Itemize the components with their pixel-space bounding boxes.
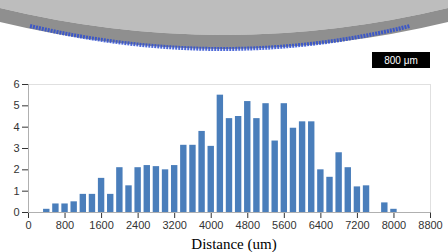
svg-text:4: 4: [13, 121, 19, 133]
svg-text:3200: 3200: [162, 219, 186, 231]
svg-text:5600: 5600: [272, 219, 296, 231]
svg-text:6: 6: [13, 78, 19, 90]
svg-text:0: 0: [25, 219, 31, 231]
svg-text:5: 5: [13, 99, 19, 111]
html-text:Distance (um): Distance (um): [191, 236, 277, 252]
svg-text:3: 3: [13, 142, 19, 154]
svg-text:6400: 6400: [309, 219, 333, 231]
svg-text:2: 2: [13, 163, 19, 175]
svg-text:8000: 8000: [382, 219, 406, 231]
svg-text:7200: 7200: [345, 219, 369, 231]
svg-text:4800: 4800: [236, 219, 260, 231]
svg-text:4000: 4000: [199, 219, 223, 231]
svg-text:1600: 1600: [89, 219, 113, 231]
svg-text:8800: 8800: [418, 219, 442, 231]
svg-text:800: 800: [56, 219, 74, 231]
svg-text:800 μm: 800 μm: [384, 55, 418, 66]
svg-text:1: 1: [13, 185, 19, 197]
svg-text:2400: 2400: [126, 219, 150, 231]
svg-text:0: 0: [13, 206, 19, 218]
